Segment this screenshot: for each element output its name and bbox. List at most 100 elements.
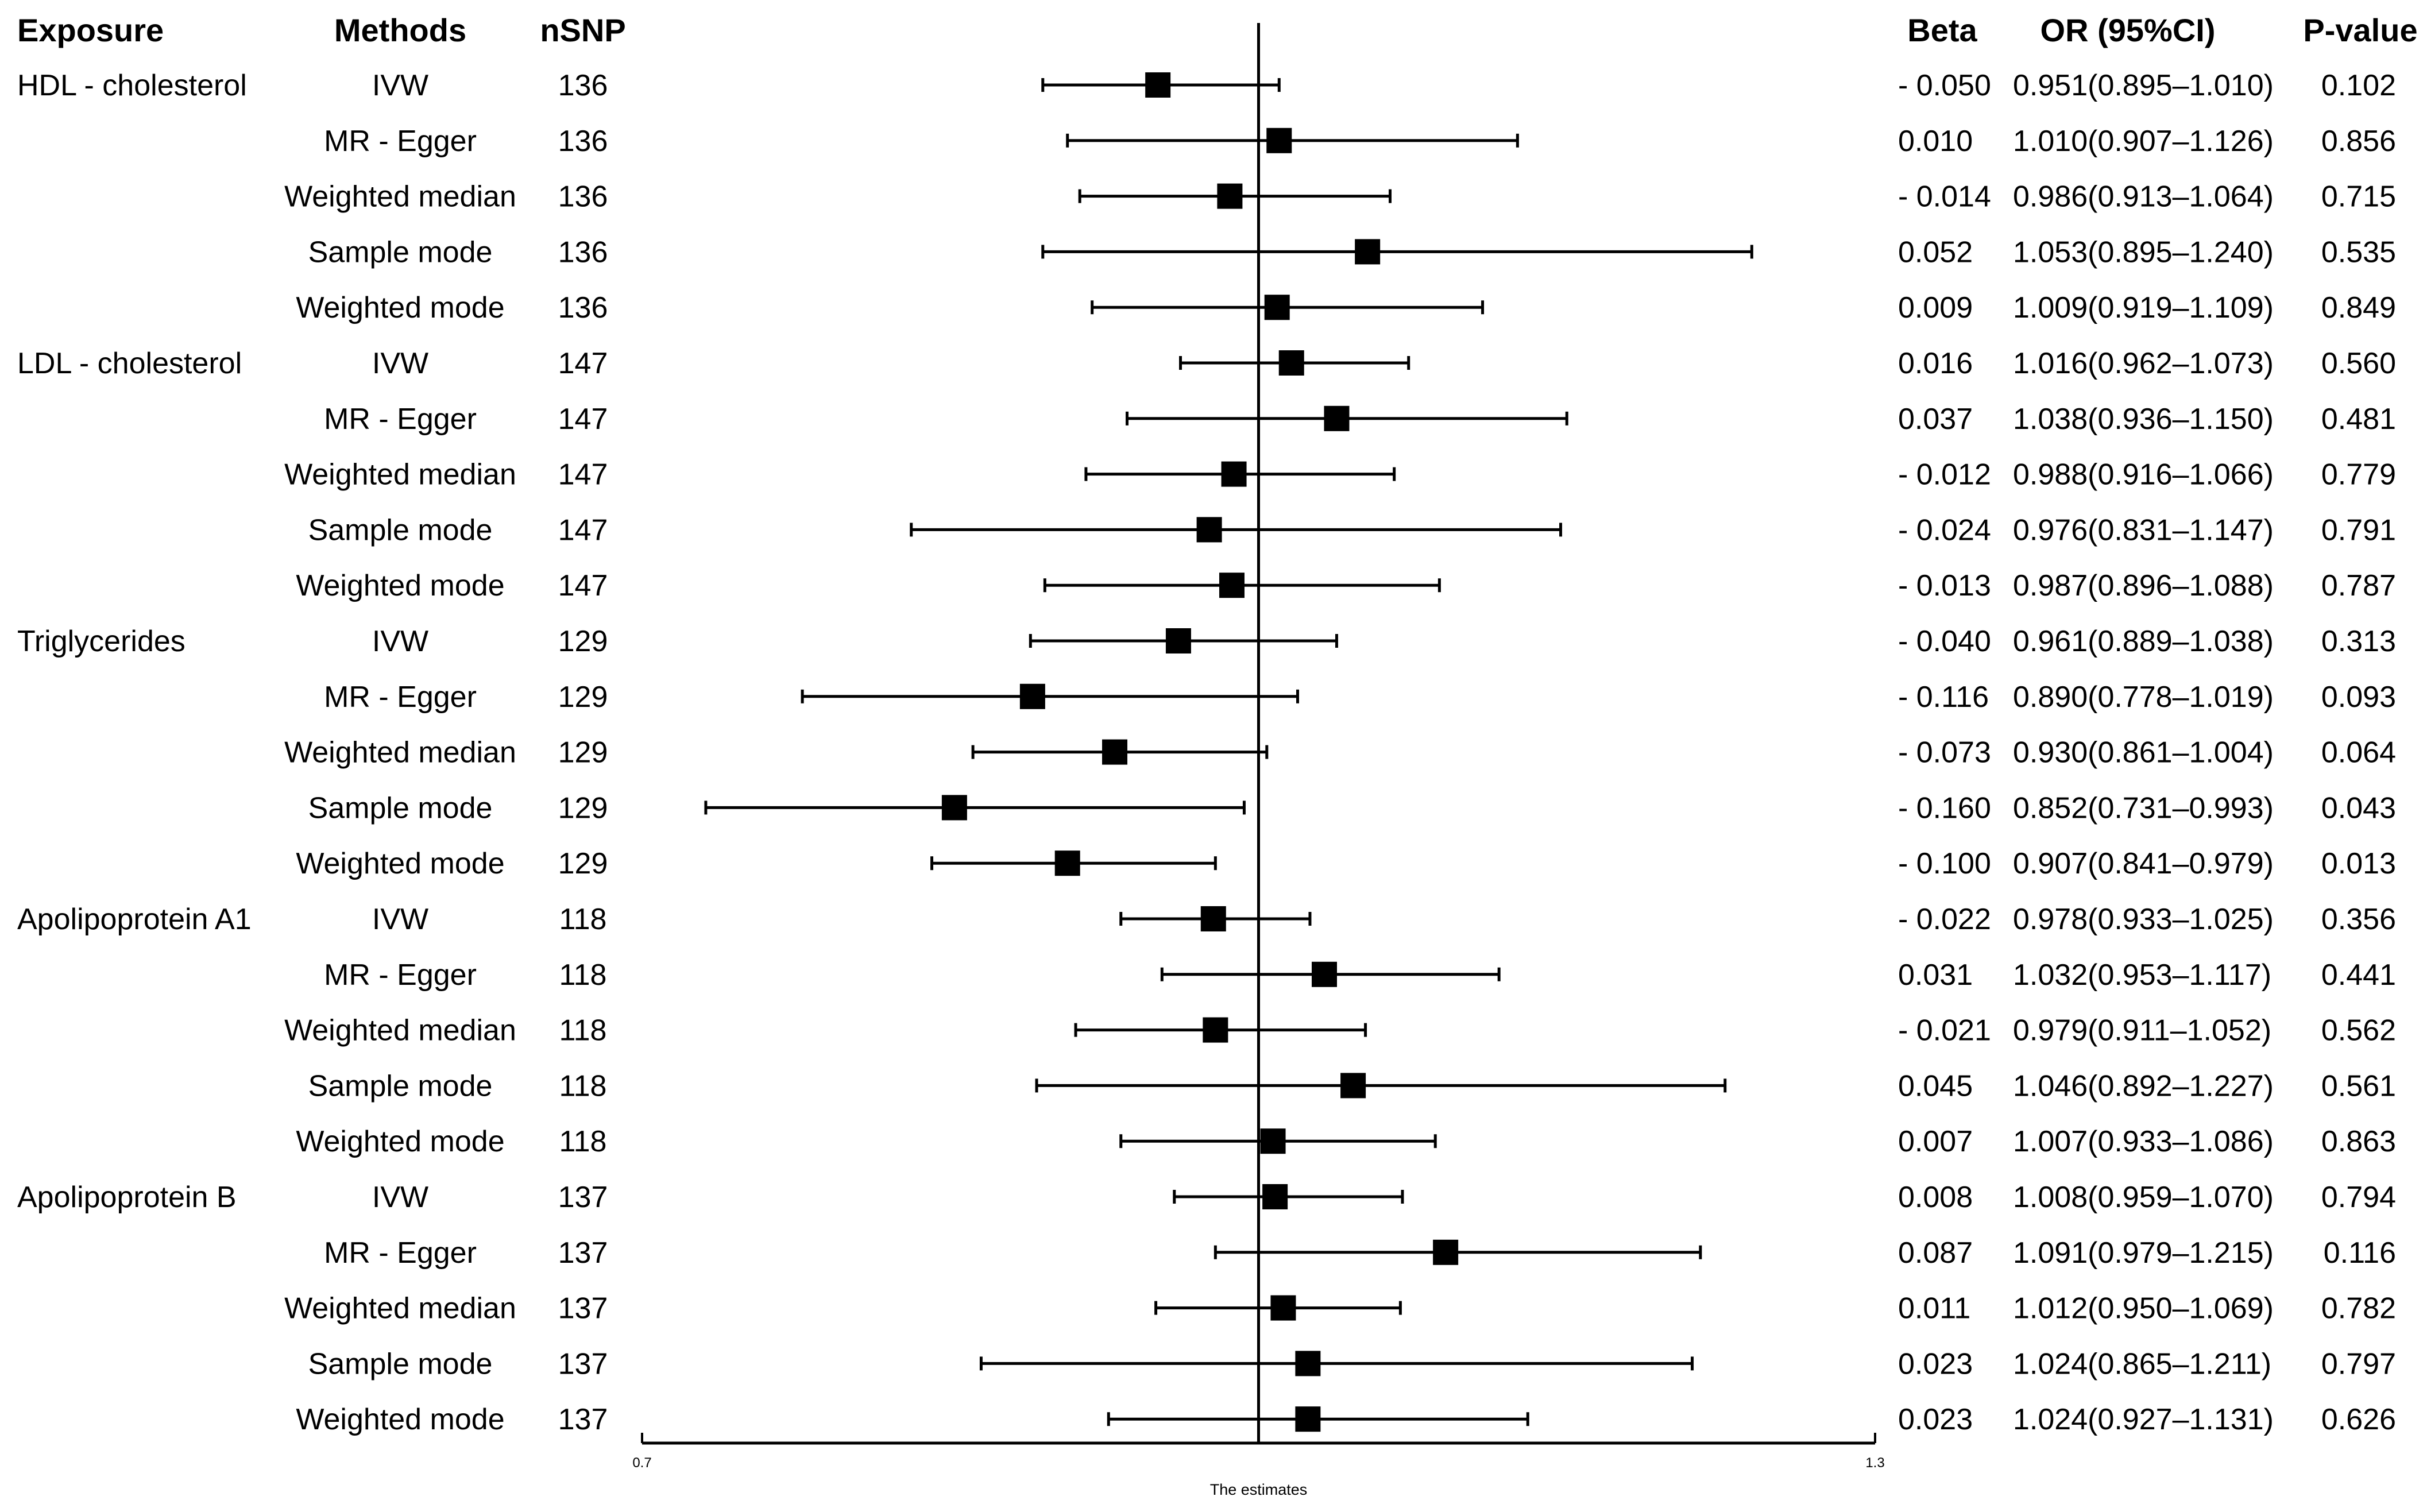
or-ci-value: 0.961(0.889–1.038) [2013,625,2274,658]
header-exposure: Exposure [17,12,164,48]
or-ci-value: 1.007(0.933–1.086) [2013,1125,2274,1158]
p-value: 0.481 [2321,403,2396,436]
beta-value: 0.031 [1898,958,1973,992]
p-value: 0.441 [2321,958,2396,992]
p-value: 0.626 [2321,1403,2396,1436]
table-row: Weighted mode 137 0.023 1.024(0.927–1.131) 0… [296,1403,2396,1436]
or-ci-value: 0.986(0.913–1.064) [2013,180,2274,214]
or-ci-value: 0.890(0.778–1.019) [2013,680,2274,714]
nsnp-value: 137 [558,1181,608,1214]
point-estimate-marker [1295,1351,1321,1376]
method-label: Sample mode [308,791,493,825]
beta-value: - 0.116 [1898,680,1989,714]
p-value: 0.102 [2321,69,2396,102]
table-row: Weighted mode 118 0.007 1.007(0.933–1.086) 0… [296,1125,2396,1158]
nsnp-value: 129 [558,625,608,658]
or-ci-value: 1.016(0.962–1.073) [2013,347,2274,380]
nsnp-value: 147 [558,347,608,380]
header-nsnp: nSNP [540,12,625,48]
beta-value: - 0.012 [1898,458,1991,492]
point-estimate-marker [1266,127,1292,153]
or-ci-value: 0.988(0.916–1.066) [2013,458,2274,492]
beta-value: 0.008 [1898,1181,1973,1214]
method-label: MR - Egger [324,403,477,436]
method-label: Weighted mode [296,847,504,880]
table-row: Weighted mode 129 - 0.100 0.907(0.841–0.979… [296,847,2396,880]
or-ci-value: 0.852(0.731–0.993) [2013,791,2274,825]
point-estimate-marker [1262,1184,1288,1209]
point-estimate-marker [1340,1073,1366,1099]
or-ci-value: 1.010(0.907–1.126) [2013,125,2274,158]
plot-axes: 0.7 1.3 The estimates [632,23,1885,1498]
header-pvalue: P-value [2303,12,2417,48]
exposure-label: Apolipoprotein B [17,1181,237,1214]
nsnp-value: 136 [558,180,608,214]
nsnp-value: 136 [558,125,608,158]
or-ci-value: 1.032(0.953–1.117) [2013,958,2271,992]
nsnp-value: 129 [558,736,608,769]
p-value: 0.794 [2321,1181,2396,1214]
exposure-label: Apolipoprotein A1 [17,903,252,936]
p-value: 0.013 [2321,847,2396,880]
p-value: 0.856 [2321,125,2396,158]
beta-value: 0.023 [1898,1347,1973,1380]
nsnp-value: 129 [558,847,608,880]
p-value: 0.863 [2321,1125,2396,1158]
method-label: Sample mode [308,1069,493,1103]
p-value: 0.561 [2321,1069,2396,1103]
table-row: Weighted median 147 - 0.012 0.988(0.916–1.0… [284,458,2396,492]
method-label: Weighted mode [296,1403,504,1436]
beta-value: 0.007 [1898,1125,1973,1158]
beta-value: - 0.073 [1898,736,1991,769]
beta-value: 0.037 [1898,403,1973,436]
beta-value: 0.045 [1898,1069,1973,1103]
p-value: 0.782 [2321,1292,2396,1325]
x-axis-label: The estimates [1210,1481,1308,1498]
beta-value: 0.011 [1898,1292,1970,1325]
or-ci-value: 1.046(0.892–1.227) [2013,1069,2274,1103]
method-label: Weighted median [284,1014,516,1047]
point-estimate-marker [1355,239,1381,265]
method-label: Weighted median [284,180,516,214]
nsnp-value: 129 [558,680,608,714]
or-ci-value: 1.053(0.895–1.240) [2013,235,2274,269]
table-row: Sample mode 147 - 0.024 0.976(0.831–1.147) 0… [308,513,2396,547]
table-row: Apolipoprotein A1 IVW 118 - 0.022 0.978(0.93… [17,903,2396,936]
nsnp-value: 137 [558,1403,608,1436]
point-estimate-marker [1200,906,1226,931]
or-ci-value: 0.978(0.933–1.025) [2013,903,2274,936]
or-ci-value: 0.987(0.896–1.088) [2013,569,2274,602]
beta-value: - 0.024 [1898,513,1991,547]
beta-value: 0.023 [1898,1403,1973,1436]
method-label: Weighted median [284,1292,516,1325]
p-value: 0.787 [2321,569,2396,602]
method-label: Sample mode [308,235,493,269]
beta-value: - 0.014 [1898,180,1991,214]
method-label: MR - Egger [324,125,477,158]
method-label: IVW [372,903,428,936]
method-label: MR - Egger [324,1236,477,1270]
table-row: Sample mode 136 0.052 1.053(0.895–1.240) 0.5… [308,235,2396,269]
method-label: IVW [372,69,428,102]
exposure-label: Triglycerides [17,625,185,658]
header-beta: Beta [1907,12,1977,48]
table-row: LDL - cholesterol IVW 147 0.016 1.016(0.962–… [17,347,2396,380]
nsnp-value: 137 [558,1292,608,1325]
or-ci-value: 0.951(0.895–1.010) [2013,69,2274,102]
p-value: 0.356 [2321,903,2396,936]
table-row: MR - Egger 137 0.087 1.091(0.979–1.215) 0.11… [324,1236,2396,1270]
table-row: MR - Egger 129 - 0.116 0.890(0.778–1.019) 0.… [324,680,2396,714]
nsnp-value: 118 [559,1125,607,1158]
column-headers: Exposure Methods nSNP Beta OR (95%CI) P-… [17,12,2418,48]
method-label: IVW [372,1181,428,1214]
nsnp-value: 136 [558,235,608,269]
table-rows: HDL - cholesterol IVW 136 - 0.050 0.951(0.89… [17,69,2396,1436]
p-value: 0.715 [2321,180,2396,214]
nsnp-value: 136 [558,69,608,102]
point-estimate-marker [1264,295,1290,320]
nsnp-value: 129 [558,791,608,825]
nsnp-value: 147 [558,569,608,602]
beta-value: 0.052 [1898,235,1973,269]
point-estimate-marker [1221,461,1247,487]
method-label: MR - Egger [324,958,477,992]
